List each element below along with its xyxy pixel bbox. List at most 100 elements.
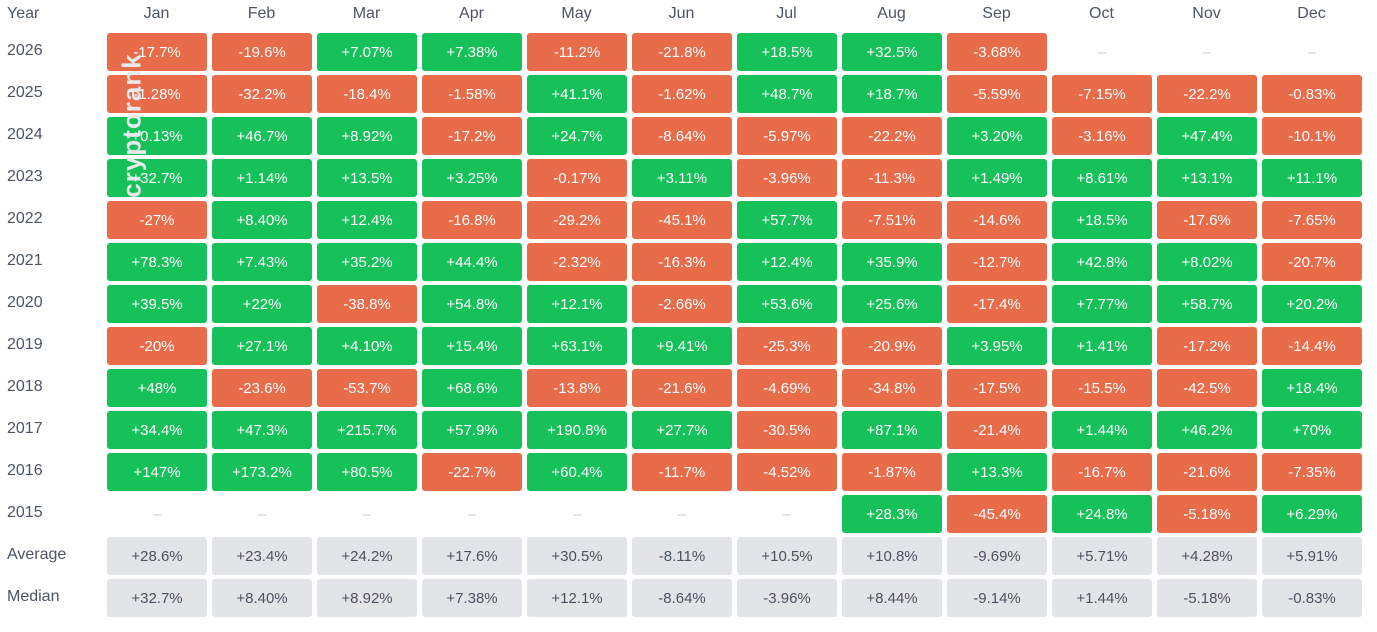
- cell-slot: +27.1%: [209, 324, 314, 366]
- cell-slot: -1.62%: [629, 72, 734, 114]
- cell-slot: +12.1%: [524, 576, 629, 618]
- row-label: 2020: [7, 294, 43, 311]
- year-row-2026: 2026 -17.7% -19.6% +7.07% +7.38% -11.2% -21.8%…: [0, 30, 1364, 72]
- return-cell-2019-jan: -20%: [107, 327, 207, 365]
- cell-slot: +48.7%: [734, 72, 839, 114]
- cell-slot: -1.28%: [104, 72, 209, 114]
- return-cell-2022-sep: -14.6%: [947, 201, 1047, 239]
- return-cell-2021-apr: +44.4%: [422, 243, 522, 281]
- return-cell-2020-nov: +58.7%: [1157, 285, 1257, 323]
- return-cell-2020-jul: +53.6%: [737, 285, 837, 323]
- cell-slot: -20%: [104, 324, 209, 366]
- return-cell-2026-may: -11.2%: [527, 33, 627, 71]
- month-header-jul: Jul: [776, 5, 797, 22]
- cell-slot: +3.11%: [629, 156, 734, 198]
- return-cell-2019-nov: -17.2%: [1157, 327, 1257, 365]
- return-cell-average-nov: +4.28%: [1157, 537, 1257, 575]
- cell-slot: -8.64%: [629, 576, 734, 618]
- cell-slot: -1.58%: [419, 72, 524, 114]
- cell-slot: +30.5%: [524, 534, 629, 576]
- return-cell-2015-nov: -5.18%: [1157, 495, 1257, 533]
- cell-slot: -9.69%: [944, 534, 1049, 576]
- return-cell-2018-oct: -15.5%: [1052, 369, 1152, 407]
- return-cell-2026-feb: -19.6%: [212, 33, 312, 71]
- return-cell-median-feb: +8.40%: [212, 579, 312, 617]
- cell-slot: +18.7%: [839, 72, 944, 114]
- cell-slot: +1.44%: [1049, 576, 1154, 618]
- return-cell-2018-aug: -34.8%: [842, 369, 942, 407]
- cell-slot: +24.8%: [1049, 492, 1154, 534]
- cell-slot: -27%: [104, 198, 209, 240]
- cell-slot: -7.35%: [1259, 450, 1364, 492]
- return-cell-median-may: +12.1%: [527, 579, 627, 617]
- return-cell-2022-jun: -45.1%: [632, 201, 732, 239]
- return-cell-2023-sep: +1.49%: [947, 159, 1047, 197]
- cell-slot: -22.2%: [1154, 72, 1259, 114]
- return-cell-2018-dec: +18.4%: [1262, 369, 1362, 407]
- month-header-sep: Sep: [982, 5, 1011, 22]
- cell-slot: +54.8%: [419, 282, 524, 324]
- return-cell-2021-jan: +78.3%: [107, 243, 207, 281]
- return-cell-2025-oct: -7.15%: [1052, 75, 1152, 113]
- cell-slot: +22%: [209, 282, 314, 324]
- return-cell-2021-jul: +12.4%: [737, 243, 837, 281]
- cell-slot: -3.68%: [944, 30, 1049, 72]
- month-header-aug: Aug: [877, 5, 906, 22]
- return-cell-2023-jul: -3.96%: [737, 159, 837, 197]
- cell-slot: +13.3%: [944, 450, 1049, 492]
- cell-slot: -45.4%: [944, 492, 1049, 534]
- cell-slot: +11.1%: [1259, 156, 1364, 198]
- cell-slot: -15.5%: [1049, 366, 1154, 408]
- return-cell-2025-mar: -18.4%: [317, 75, 417, 113]
- cell-slot: -14.4%: [1259, 324, 1364, 366]
- cell-slot: +7.38%: [419, 576, 524, 618]
- cell-slot: -7.65%: [1259, 198, 1364, 240]
- cell-slot: +7.38%: [419, 30, 524, 72]
- cell-slot: +8.61%: [1049, 156, 1154, 198]
- return-cell-2025-sep: -5.59%: [947, 75, 1047, 113]
- cell-slot: +7.43%: [209, 240, 314, 282]
- return-cell-2016-mar: +80.5%: [317, 453, 417, 491]
- cell-slot: +44.4%: [419, 240, 524, 282]
- cell-slot: -12.7%: [944, 240, 1049, 282]
- return-cell-2016-dec: -7.35%: [1262, 453, 1362, 491]
- cell-slot: -45.1%: [629, 198, 734, 240]
- year-row-2023: 2023 +32.7% +1.14% +13.5% +3.25% -0.17% +3.11%…: [0, 156, 1364, 198]
- cell-slot: +87.1%: [839, 408, 944, 450]
- return-cell-2022-feb: +8.40%: [212, 201, 312, 239]
- cell-slot: +18.4%: [1259, 366, 1364, 408]
- cell-slot: +15.4%: [419, 324, 524, 366]
- cell-slot: +8.02%: [1154, 240, 1259, 282]
- return-cell-median-mar: +8.92%: [317, 579, 417, 617]
- month-header-apr: Apr: [459, 5, 484, 22]
- year-row-2024: 2024 +0.13% +46.7% +8.92% -17.2% +24.7% -8.64%…: [0, 114, 1364, 156]
- cell-slot: +80.5%: [314, 450, 419, 492]
- return-cell-2015-jul: –: [782, 505, 792, 523]
- return-cell-2016-sep: +13.3%: [947, 453, 1047, 491]
- cell-slot: -4.52%: [734, 450, 839, 492]
- row-label: 2023: [7, 168, 43, 185]
- return-cell-2025-may: +41.1%: [527, 75, 627, 113]
- cell-slot: -8.11%: [629, 534, 734, 576]
- cell-slot: -7.51%: [839, 198, 944, 240]
- cell-slot: +57.7%: [734, 198, 839, 240]
- row-label: 2019: [7, 336, 43, 353]
- return-cell-2018-apr: +68.6%: [422, 369, 522, 407]
- return-cell-2017-nov: +46.2%: [1157, 411, 1257, 449]
- return-cell-median-jun: -8.64%: [632, 579, 732, 617]
- return-cell-2019-jul: -25.3%: [737, 327, 837, 365]
- cell-slot: +18.5%: [1049, 198, 1154, 240]
- cell-slot: +8.40%: [209, 198, 314, 240]
- cell-slot: -2.32%: [524, 240, 629, 282]
- cell-slot: -23.6%: [209, 366, 314, 408]
- return-cell-2024-apr: -17.2%: [422, 117, 522, 155]
- year-row-2015: 2015 – – – – – – – +28.3% -45.4% +24.8% -5.18% +6.29…: [0, 492, 1364, 534]
- cell-slot: -22.7%: [419, 450, 524, 492]
- cell-slot: -17.4%: [944, 282, 1049, 324]
- return-cell-2021-sep: -12.7%: [947, 243, 1047, 281]
- return-cell-average-apr: +17.6%: [422, 537, 522, 575]
- return-cell-2023-jan: +32.7%: [107, 159, 207, 197]
- return-cell-2023-may: -0.17%: [527, 159, 627, 197]
- return-cell-2025-apr: -1.58%: [422, 75, 522, 113]
- return-cell-2022-oct: +18.5%: [1052, 201, 1152, 239]
